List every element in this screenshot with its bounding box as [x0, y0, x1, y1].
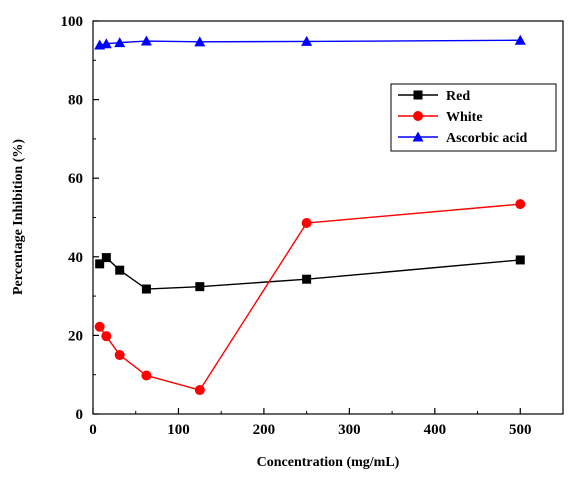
legend: Red White Ascorbic acid: [390, 83, 557, 152]
data-point: [100, 38, 112, 49]
data-point: [194, 385, 205, 396]
legend-marker: [413, 90, 423, 100]
data-point: [195, 282, 205, 292]
x-tick-labels: 0 100 200 300 400 500: [89, 422, 531, 438]
data-point: [115, 265, 125, 275]
data-point: [114, 37, 126, 48]
data-point: [114, 350, 125, 361]
legend-entry: White: [398, 110, 483, 125]
data-point: [95, 259, 105, 269]
data-point: [301, 35, 313, 46]
data-point: [140, 35, 152, 46]
plot-area: [92, 20, 564, 415]
series-layer: [94, 34, 526, 396]
data-point: [194, 36, 206, 47]
axis-ticks: [92, 20, 521, 415]
legend-label: White: [446, 110, 483, 125]
y-tick-label: 60: [68, 171, 83, 187]
data-point: [94, 321, 105, 332]
y-tick-labels: 0 20 40 60 80 100: [61, 14, 84, 423]
data-point: [101, 331, 112, 342]
series-line: [99, 256, 521, 290]
x-tick-label: 100: [167, 422, 190, 438]
legend-label: Ascorbic acid: [446, 131, 527, 146]
legend-marker: [413, 111, 423, 121]
y-tick-label: 100: [61, 14, 84, 30]
data-point: [141, 284, 151, 294]
y-tick-label: 80: [68, 93, 83, 109]
data-point: [101, 253, 111, 263]
y-axis-title: Percentage Inhibition (%): [11, 139, 26, 295]
y-tick-label: 20: [68, 328, 83, 344]
x-tick-label: 200: [253, 422, 276, 438]
x-axis-title: Concentration (mg/mL): [257, 455, 400, 470]
legend-entry: Red: [398, 89, 470, 104]
legend-marker: [412, 131, 424, 142]
legend-items: Red White Ascorbic acid: [398, 89, 527, 146]
series-white: [94, 199, 526, 396]
x-tick-label: 0: [89, 422, 97, 438]
x-tick-label: 400: [424, 422, 447, 438]
data-point: [301, 218, 312, 229]
y-tick-label: 0: [76, 407, 84, 423]
data-point: [514, 34, 526, 45]
series-ascorbic-acid: [94, 34, 526, 50]
legend-entry: Ascorbic acid: [398, 131, 527, 146]
data-point: [302, 274, 312, 284]
x-tick-label: 500: [509, 422, 532, 438]
data-point: [515, 255, 525, 265]
data-point: [141, 370, 152, 381]
series-red: [95, 253, 525, 294]
x-tick-label: 300: [338, 422, 361, 438]
y-tick-label: 40: [68, 250, 83, 266]
data-point: [515, 199, 526, 210]
series-line: [99, 203, 521, 391]
legend-label: Red: [446, 89, 470, 104]
